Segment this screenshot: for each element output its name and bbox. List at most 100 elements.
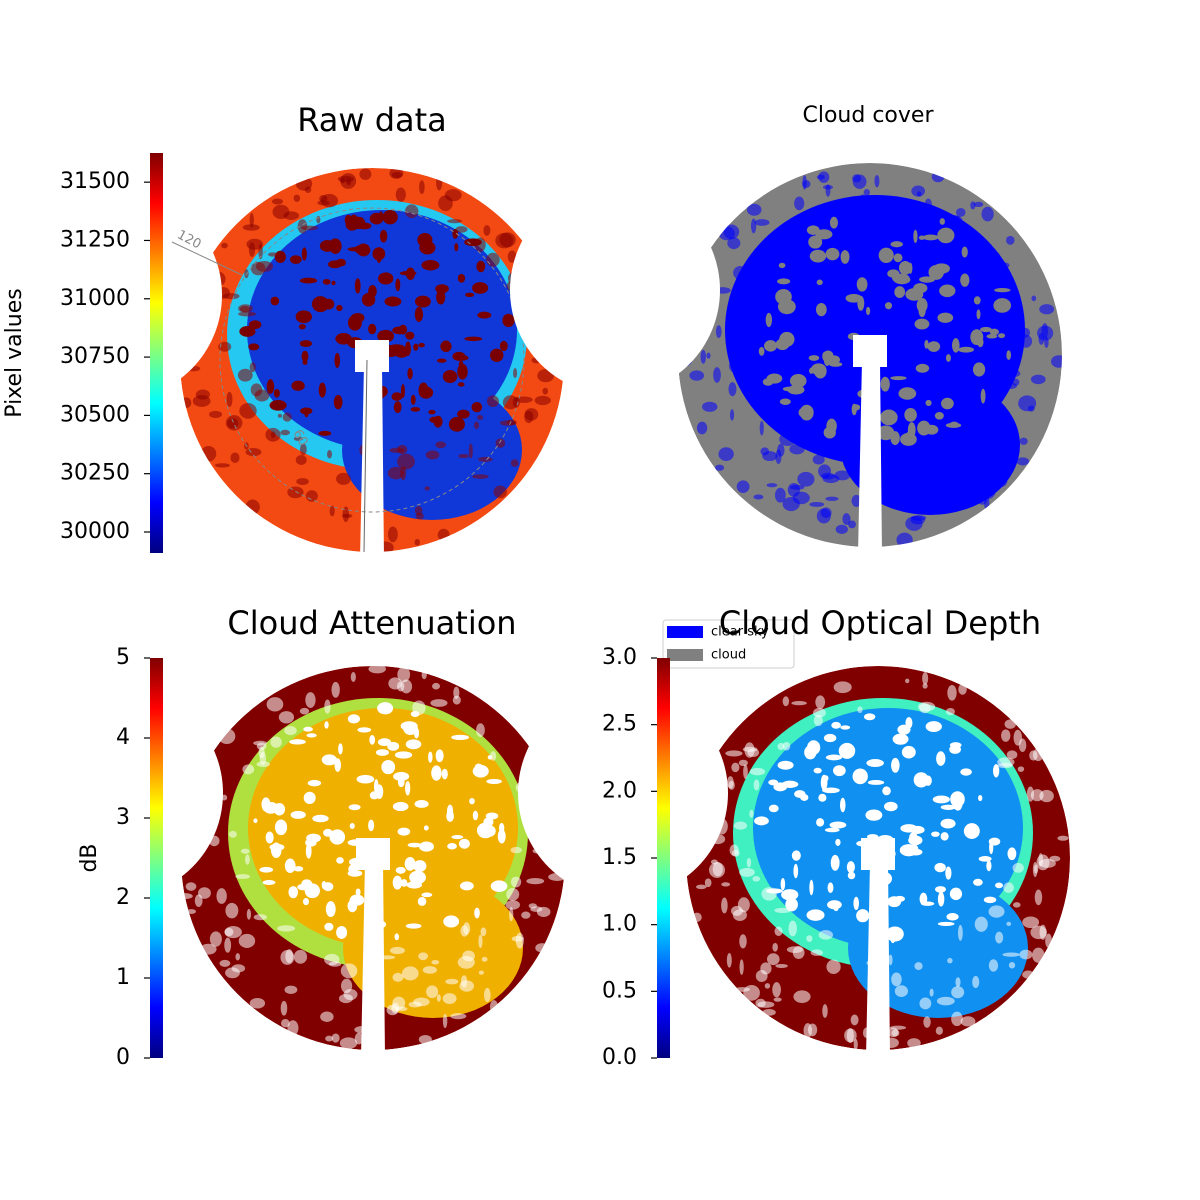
cloud-blob xyxy=(535,943,549,953)
cloud-blob xyxy=(483,987,491,1003)
cloud-blob xyxy=(988,905,1005,918)
cloud-blob xyxy=(764,340,778,352)
cloud-blob xyxy=(490,348,504,362)
cloud-blob xyxy=(907,1038,921,1048)
cloud-blob xyxy=(299,277,318,284)
cloud-blob xyxy=(348,804,361,811)
cloud-blob xyxy=(736,480,750,493)
cloud-blob xyxy=(774,487,786,503)
cloud-blob xyxy=(891,1029,900,1037)
cloud-blob xyxy=(1029,750,1038,761)
cloud-blob xyxy=(981,206,994,222)
cloud-blob xyxy=(542,387,549,395)
cloud-blob xyxy=(534,395,551,406)
cloud-blob xyxy=(457,363,468,380)
sky-image xyxy=(181,666,565,1050)
cloud-blob xyxy=(753,494,764,500)
cloud-blob xyxy=(937,891,945,907)
cloud-blob xyxy=(290,810,306,819)
cloud-blob xyxy=(299,443,307,456)
cloud-blob xyxy=(939,443,954,459)
cloud-blob xyxy=(778,229,792,244)
cloud-blob xyxy=(446,810,454,822)
cloud-blob xyxy=(372,247,386,261)
cloud-blob xyxy=(956,466,962,473)
cloud-blob xyxy=(185,882,197,891)
mast-head xyxy=(355,340,389,372)
cloud-blob xyxy=(325,901,336,918)
cloud-blob xyxy=(957,924,963,941)
cloud-blob xyxy=(768,779,779,786)
cloud-blob xyxy=(880,409,898,426)
cloud-blob xyxy=(922,234,939,241)
cloud-blob xyxy=(806,909,825,921)
cloud-blob xyxy=(530,906,543,912)
cloud-blob xyxy=(277,925,296,932)
cloud-blob xyxy=(410,394,416,405)
cloud-blob xyxy=(454,243,459,252)
cloud-blob xyxy=(293,436,304,441)
cloud-blob xyxy=(774,907,791,914)
cloud-blob xyxy=(702,401,718,412)
cloud-blob xyxy=(856,909,870,923)
cloud-blob xyxy=(1001,729,1011,742)
cloud-blob xyxy=(324,699,331,714)
cloud-blob xyxy=(898,387,917,400)
cloud-blob xyxy=(399,270,417,276)
cloud-blob xyxy=(767,235,773,252)
cloud-blob xyxy=(209,410,223,419)
cloud-blob xyxy=(418,841,434,852)
cloud-blob xyxy=(486,778,502,784)
cloud-blob xyxy=(209,931,222,947)
sky-image xyxy=(180,168,564,552)
cloud-blob xyxy=(782,386,798,392)
mast-shadow xyxy=(858,360,882,555)
cloud-blob xyxy=(218,728,236,744)
cloud-blob xyxy=(391,1002,400,1014)
cloud-blob xyxy=(329,829,346,845)
cloud-blob xyxy=(478,456,493,462)
cloud-blob xyxy=(932,456,944,462)
polar-grid xyxy=(171,241,243,276)
cloud-blob xyxy=(269,399,287,411)
cloud-blob xyxy=(378,272,394,285)
cloud-blob xyxy=(509,907,514,922)
cloud-blob xyxy=(357,727,372,733)
cloud-blob xyxy=(499,420,517,426)
cloud-blob xyxy=(410,407,421,412)
cloud-blob xyxy=(978,856,992,862)
cloud-blob xyxy=(856,277,868,292)
cloud-blob xyxy=(457,955,475,969)
cloud-blob xyxy=(418,1034,432,1045)
cloud-blob xyxy=(1022,916,1040,929)
cloud-blob xyxy=(248,343,260,351)
cloud-blob xyxy=(480,927,487,937)
cloud-blob xyxy=(789,484,805,490)
cloud-blob xyxy=(394,751,413,759)
cloud-blob xyxy=(782,696,790,707)
colorbar-tick-label: 3.0 xyxy=(602,645,637,670)
cloud-blob xyxy=(355,888,361,896)
cloud-blob xyxy=(419,180,425,195)
cloud-blob xyxy=(280,429,290,436)
cloud-blob xyxy=(753,779,760,791)
cloud-blob xyxy=(882,786,891,796)
cloud-blob xyxy=(368,666,386,674)
cloud-blob xyxy=(799,404,814,421)
cloud-blob xyxy=(731,849,740,857)
cloud-blob xyxy=(913,772,929,788)
cloud-blob xyxy=(295,455,307,465)
cloud-blob xyxy=(919,276,935,283)
cloud-blob xyxy=(782,741,791,751)
cloud-blob xyxy=(777,742,785,751)
cloud-blob xyxy=(228,830,237,838)
cloud-blob xyxy=(812,454,825,465)
colorbar-tick-label: 2.5 xyxy=(602,712,637,737)
cloud-blob xyxy=(458,453,470,459)
cloud-blob xyxy=(273,388,280,398)
cloud-blob xyxy=(433,415,443,428)
cloud-blob xyxy=(513,367,518,379)
cloud-blob xyxy=(248,242,256,257)
cloud-blob xyxy=(816,174,825,180)
cloud-blob xyxy=(278,711,295,724)
